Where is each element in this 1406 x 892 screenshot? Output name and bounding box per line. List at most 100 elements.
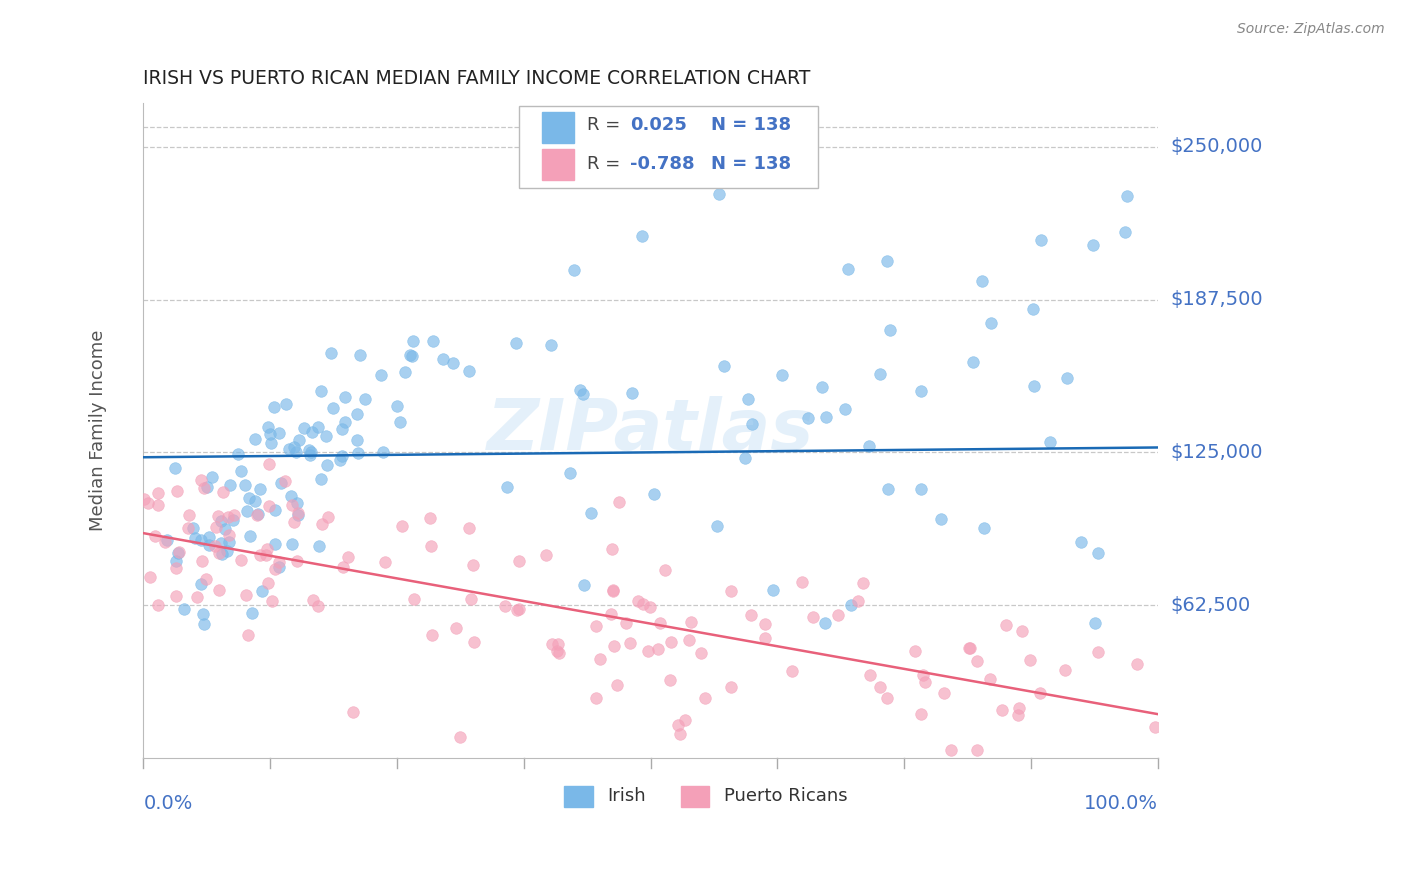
Point <box>505 336 527 351</box>
Point <box>571 387 593 401</box>
Point <box>322 401 344 416</box>
Point <box>1007 708 1029 723</box>
Point <box>508 554 530 568</box>
Point <box>287 506 309 520</box>
Point <box>385 399 408 413</box>
Point <box>422 334 444 348</box>
Point <box>568 383 591 397</box>
Point <box>402 592 425 607</box>
Point <box>995 618 1018 632</box>
Point <box>579 506 602 520</box>
Point <box>1143 720 1166 734</box>
Point <box>869 680 891 694</box>
Point <box>165 560 187 574</box>
FancyBboxPatch shape <box>519 106 818 188</box>
Point <box>1116 189 1139 203</box>
Point <box>249 548 271 562</box>
Point <box>245 494 267 508</box>
Point <box>631 597 654 611</box>
Point <box>1054 663 1077 677</box>
Point <box>1114 226 1136 240</box>
Point <box>267 555 290 569</box>
Point <box>401 334 423 348</box>
Point <box>980 316 1002 330</box>
Point <box>259 457 281 471</box>
Point <box>217 509 239 524</box>
Point <box>689 647 711 661</box>
Point <box>1024 379 1046 393</box>
Text: $125,000: $125,000 <box>1171 442 1264 462</box>
Point <box>1087 546 1109 560</box>
Point <box>236 627 259 641</box>
Point <box>827 607 849 622</box>
Point <box>877 482 900 496</box>
Point <box>810 380 832 394</box>
Point <box>966 654 988 668</box>
Point <box>235 588 257 602</box>
Point <box>166 484 188 499</box>
Point <box>1126 657 1149 672</box>
Point <box>329 453 352 467</box>
Point <box>146 498 169 512</box>
Point <box>281 537 304 551</box>
Point <box>283 515 305 529</box>
Point <box>506 603 529 617</box>
Point <box>287 554 309 568</box>
Point <box>585 690 607 705</box>
Point <box>876 691 898 706</box>
Point <box>342 705 364 719</box>
Point <box>957 640 980 655</box>
Point <box>346 433 368 447</box>
Point <box>204 539 226 553</box>
Point <box>548 646 571 660</box>
Point <box>706 519 728 533</box>
Point <box>879 323 901 337</box>
Point <box>247 507 270 521</box>
Point <box>319 346 342 360</box>
Point <box>191 554 214 568</box>
Point <box>991 703 1014 717</box>
Point <box>209 535 232 549</box>
Point <box>264 503 287 517</box>
Point <box>205 519 228 533</box>
Point <box>780 665 803 679</box>
Point <box>136 496 159 510</box>
Point <box>547 637 569 651</box>
Point <box>214 522 236 536</box>
Point <box>858 439 880 453</box>
Point <box>979 672 1001 686</box>
Point <box>285 496 308 510</box>
Point <box>134 491 156 506</box>
Point <box>741 417 763 431</box>
Text: Puerto Ricans: Puerto Ricans <box>724 788 848 805</box>
Point <box>814 616 837 631</box>
Bar <box>541 112 575 144</box>
Text: 100.0%: 100.0% <box>1084 794 1157 813</box>
Point <box>349 348 371 362</box>
Point <box>292 421 315 435</box>
Point <box>201 469 224 483</box>
Text: N = 138: N = 138 <box>711 154 792 173</box>
Text: R =: R = <box>586 154 626 173</box>
Point <box>246 508 269 522</box>
Point <box>287 433 309 447</box>
Point <box>346 407 368 421</box>
Point <box>193 616 215 631</box>
Point <box>165 589 187 603</box>
Point <box>308 539 330 553</box>
Point <box>236 504 259 518</box>
Point <box>546 643 568 657</box>
Text: IRISH VS PUERTO RICAN MEDIAN FAMILY INCOME CORRELATION CHART: IRISH VS PUERTO RICAN MEDIAN FAMILY INCO… <box>143 69 811 87</box>
Point <box>631 228 654 243</box>
Point <box>966 743 988 757</box>
Bar <box>564 786 593 807</box>
Point <box>156 533 179 547</box>
Point <box>263 400 285 414</box>
Point <box>257 499 280 513</box>
Point <box>914 674 936 689</box>
Point <box>190 533 212 547</box>
Point <box>460 592 482 607</box>
Point <box>333 415 356 429</box>
Point <box>217 544 239 558</box>
Point <box>1070 535 1092 549</box>
